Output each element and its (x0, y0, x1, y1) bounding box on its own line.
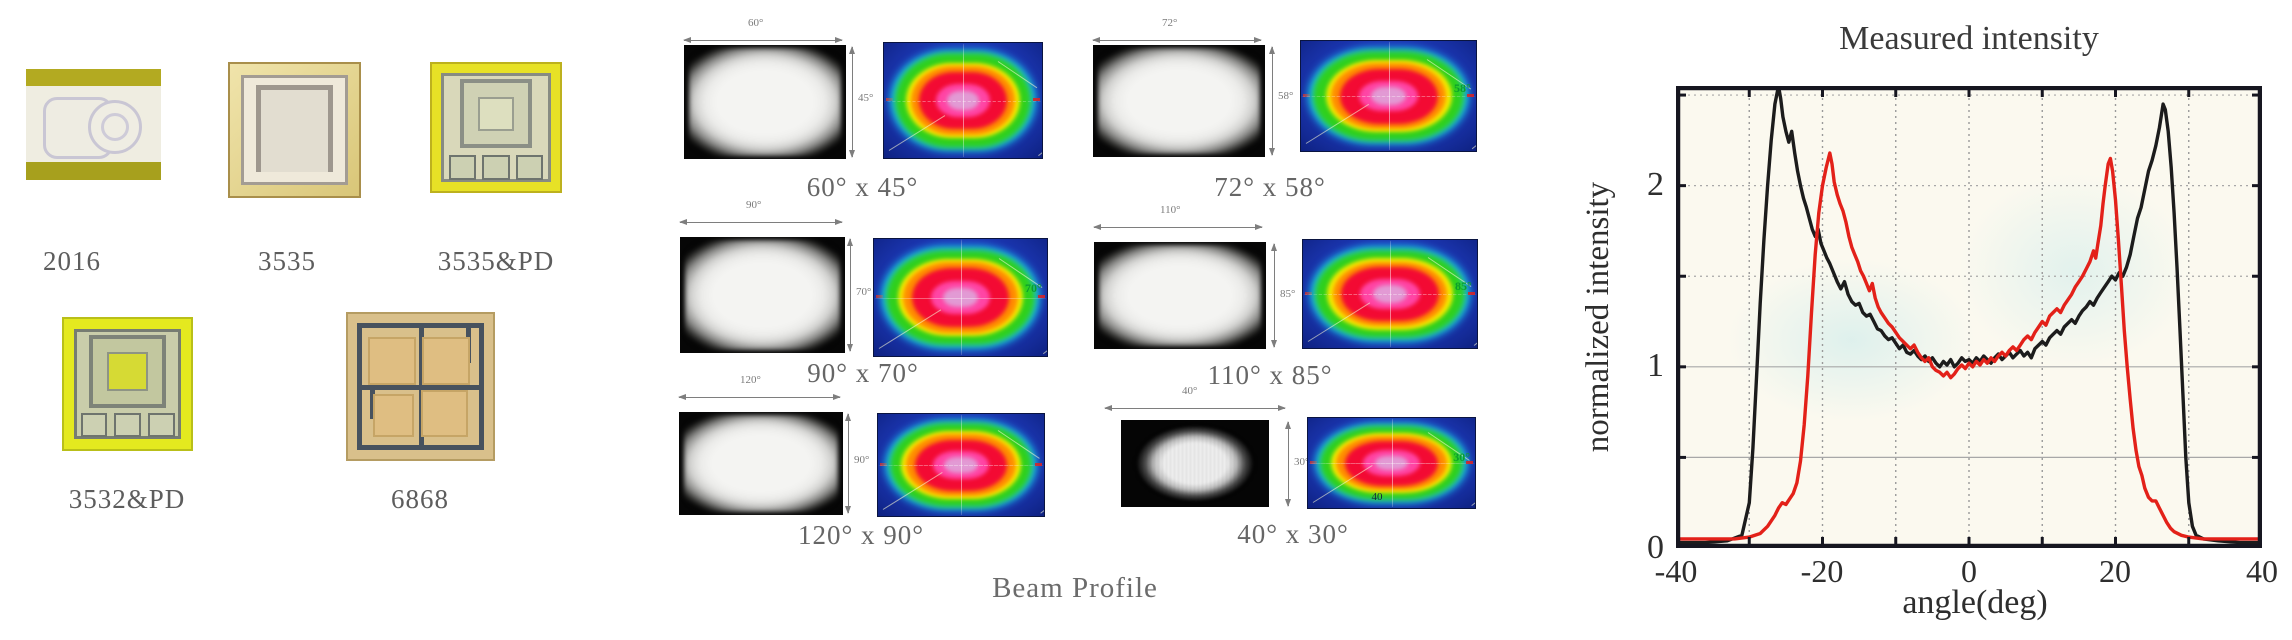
width-dim-label: 72° (1162, 17, 1178, 29)
beam-caption-90x70: 90° x 70° (807, 358, 919, 388)
y-tick-0: 0 (1647, 529, 1664, 566)
y-tick-2: 2 (1647, 166, 1664, 203)
trace-ring (357, 323, 484, 450)
x-tick-neg20: -20 (1800, 553, 1844, 589)
gold-band (26, 162, 161, 180)
x-tick-20: 20 (2099, 553, 2131, 589)
width-dim-label: 60° (748, 17, 764, 29)
package-label-2016: 2016 (43, 246, 101, 276)
height-dim-arrow (1269, 46, 1275, 156)
heatmap-angle-label: 85° (1454, 278, 1472, 293)
x-axis-label: angle(deg) (1902, 584, 2048, 621)
die-pad (372, 394, 415, 438)
beam-profile-panel-caption: Beam Profile (992, 572, 1158, 604)
bond-pads (448, 155, 544, 180)
emitter-outline (255, 85, 334, 172)
width-dim-arrow (679, 219, 843, 225)
package-label-3532pd: 3532&PD (68, 484, 186, 514)
beam-grayscale-110x85 (1094, 242, 1266, 349)
width-dim-arrow (1092, 37, 1262, 43)
beam-caption-72x58: 72° x 58° (1214, 172, 1326, 202)
intensity-plot-area (1676, 86, 2262, 548)
beam-caption-60x45: 60° x 45° (806, 172, 919, 202)
width-dim-label: 110° (1160, 204, 1181, 216)
width-dim-arrow (1093, 224, 1263, 230)
package-label-6868: 6868 (391, 484, 449, 514)
beam-grayscale-40x30 (1121, 420, 1269, 507)
height-dim-arrow (845, 413, 851, 514)
beam-grayscale-120x90 (679, 412, 843, 515)
beam-heatmap-40x30: 30° 40 (1307, 417, 1476, 509)
package-photo-2016 (26, 69, 161, 180)
beam-caption-40x30: 40° x 30° (1237, 519, 1349, 549)
width-dim-label: 120° (740, 374, 761, 386)
die-pad (422, 337, 470, 385)
width-dim-arrow (678, 394, 841, 400)
width-dim-label: 40° (1182, 385, 1198, 397)
beam-heatmap-60x45 (883, 42, 1043, 159)
y-axis-label: normalized intensity (1580, 181, 1616, 453)
height-dim-label: 45° (858, 92, 874, 104)
x-tick-40: 40 (2246, 553, 2278, 589)
height-dim-label: 58° (1278, 90, 1294, 102)
package-label-3535pd: 3535&PD (437, 246, 555, 276)
beam-heatmap-90x70: 70° (873, 238, 1048, 357)
package-photo-3535 (228, 62, 361, 198)
x-tick-0: 0 (1961, 553, 1977, 589)
height-dim-label: 30° (1294, 456, 1310, 468)
beam-grayscale-90x70 (680, 237, 845, 353)
package-label-3535: 3535 (258, 246, 316, 276)
beam-grayscale-72x58 (1093, 45, 1265, 157)
package-photo-3532pd (62, 317, 193, 451)
width-dim-arrow (1104, 405, 1286, 411)
bond-pads (80, 412, 175, 438)
heatmap-angle-label: 30° (1453, 450, 1470, 465)
trace (362, 384, 479, 390)
width-dim-arrow (683, 37, 843, 43)
heatmap-angle-label: 58° (1453, 80, 1471, 95)
height-dim-arrow (847, 238, 853, 352)
beam-heatmap-72x58: 58° (1300, 40, 1477, 152)
beam-heatmap-110x85: 85° (1302, 239, 1478, 349)
lens-ring (88, 100, 142, 154)
y-tick-1: 1 (1647, 347, 1664, 384)
beam-grayscale-60x45 (684, 45, 846, 159)
package-photo-6868 (346, 312, 495, 461)
height-dim-arrow (1285, 421, 1291, 507)
height-dim-arrow (849, 46, 855, 158)
trace (370, 381, 375, 419)
gold-band (26, 69, 161, 86)
heatmap-width-label: 40 (1371, 490, 1383, 503)
emitter-window (89, 334, 166, 408)
emitter-window (460, 79, 532, 149)
beam-caption-120x90: 120° x 90° (797, 520, 925, 550)
height-dim-label: 90° (854, 454, 870, 466)
height-dim-label: 85° (1280, 288, 1296, 300)
beam-caption-110x85: 110° x 85° (1207, 360, 1333, 390)
x-tick-neg40: -40 (1654, 553, 1698, 589)
die-pad (368, 337, 416, 385)
height-dim-arrow (1271, 243, 1277, 348)
height-dim-label: 70° (856, 286, 872, 298)
beam-heatmap-120x90 (877, 413, 1045, 517)
width-dim-label: 90° (746, 199, 762, 211)
die-pad (420, 389, 469, 438)
chart-title: Measured intensity (1839, 20, 2099, 57)
intensity-plot-svg (1676, 86, 2262, 548)
heatmap-angle-label: 70° (1025, 281, 1042, 296)
package-photo-3535pd (430, 62, 562, 193)
